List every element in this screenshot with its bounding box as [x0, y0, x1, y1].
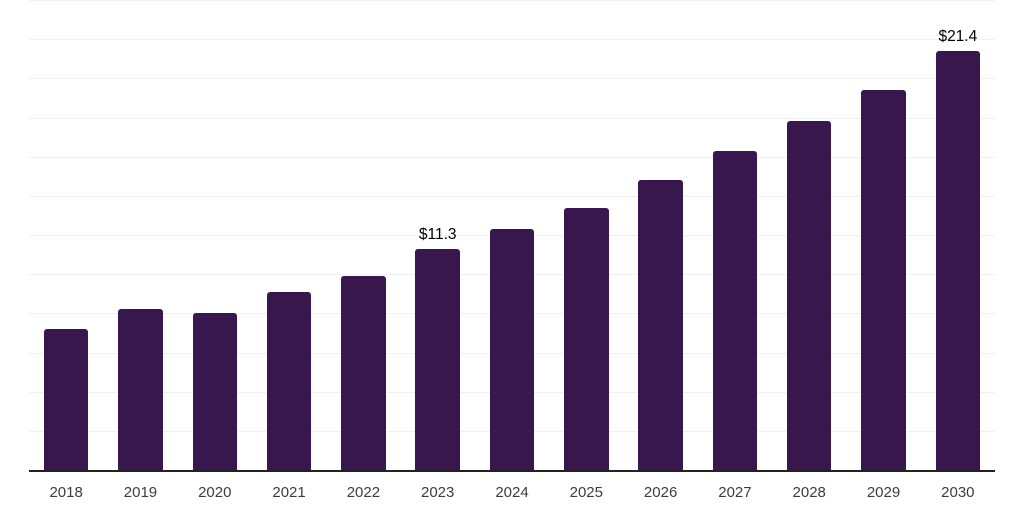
plot-area: $11.3 $21.4 — [29, 0, 995, 470]
bar-2027[interactable] — [712, 150, 758, 470]
gridline — [29, 78, 995, 80]
x-tick-label-2028: 2028 — [792, 484, 826, 501]
bar-2026[interactable] — [638, 180, 683, 470]
x-tick-label-2018: 2018 — [49, 484, 83, 501]
gridline — [29, 117, 995, 119]
x-tick-label-2020: 2020 — [198, 484, 232, 501]
x-tick-label-2023: 2023 — [421, 484, 455, 501]
data-label-2023: $11.3 — [418, 226, 457, 244]
x-axis-labels: 2018 2019 2020 2021 2022 2023 2024 2025 2026 2027… — [29, 484, 995, 504]
bar-2028[interactable] — [786, 121, 832, 470]
bar-2019[interactable] — [118, 309, 163, 470]
bar-2025[interactable] — [564, 207, 609, 470]
gridline — [29, 156, 995, 158]
x-tick-label-2024: 2024 — [495, 484, 529, 501]
bar-2021[interactable] — [266, 291, 312, 470]
x-tick-label-2030: 2030 — [941, 484, 975, 501]
data-label-2030: $21.4 — [938, 28, 978, 46]
gridline — [29, 39, 995, 41]
bar-2022[interactable] — [341, 276, 386, 470]
x-tick-label-2029: 2029 — [866, 484, 901, 501]
bar-2024[interactable] — [489, 229, 535, 470]
x-tick-label-2022: 2022 — [346, 484, 381, 501]
bar-2018[interactable] — [43, 329, 89, 470]
x-tick-label-2026: 2026 — [643, 484, 678, 501]
bar-2023[interactable] — [415, 248, 460, 470]
bar-2029[interactable] — [861, 90, 906, 470]
bar-2020[interactable] — [192, 313, 238, 470]
x-tick-label-2019: 2019 — [123, 484, 158, 501]
bar-2030[interactable] — [935, 50, 981, 470]
gridline — [29, 195, 995, 197]
x-axis-line — [29, 470, 995, 472]
x-tick-label-2021: 2021 — [272, 484, 306, 501]
x-tick-label-2027: 2027 — [718, 484, 752, 501]
x-tick-label-2025: 2025 — [569, 484, 603, 501]
gridline — [29, 0, 995, 1]
